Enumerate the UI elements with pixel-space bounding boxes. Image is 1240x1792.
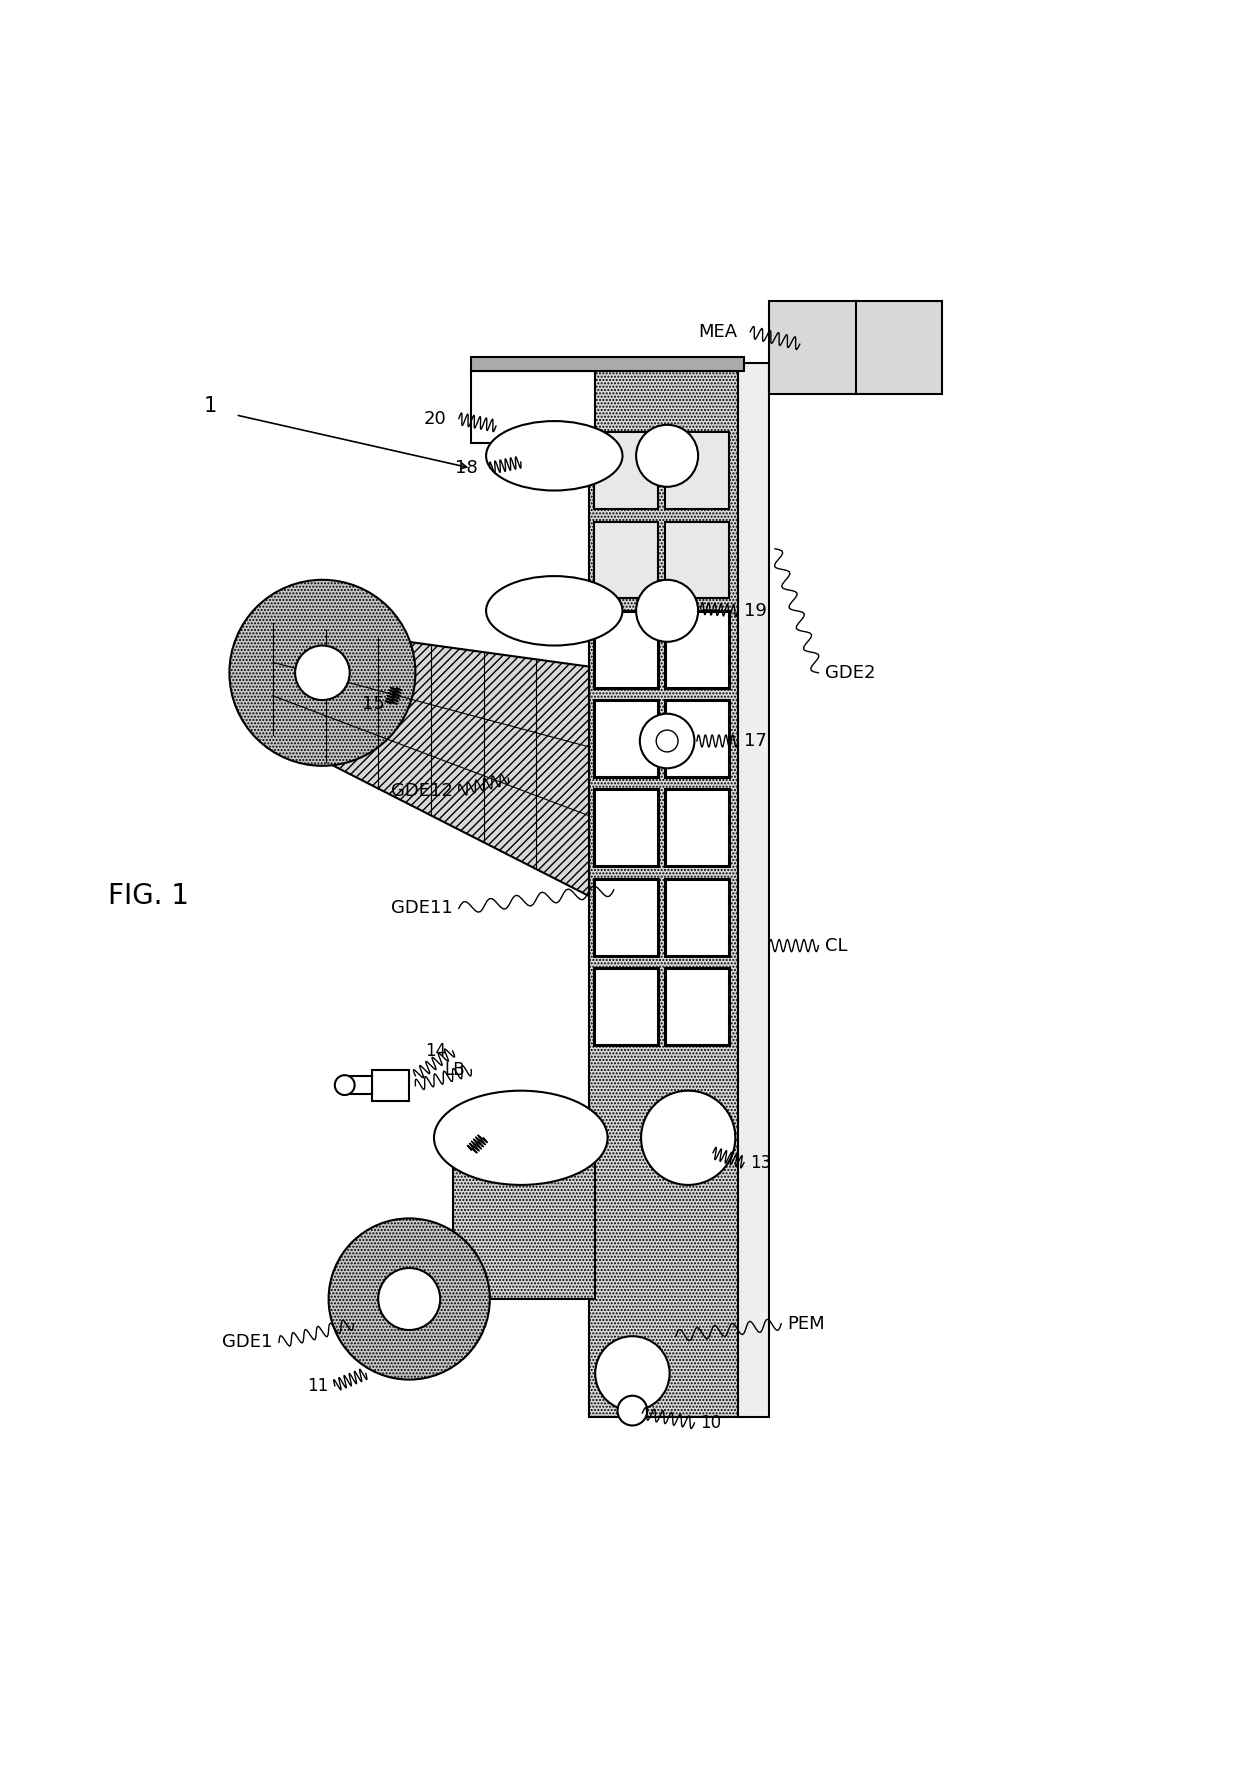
Text: 17: 17 [744, 731, 766, 751]
Polygon shape [273, 624, 589, 896]
Bar [738, 362, 769, 1417]
Text: 13: 13 [750, 1154, 771, 1172]
Bar [453, 1113, 595, 1299]
Text: 1: 1 [205, 396, 217, 416]
Text: GDE11: GDE11 [391, 900, 453, 918]
Circle shape [378, 1269, 440, 1330]
Bar [594, 968, 658, 1045]
Ellipse shape [636, 581, 698, 642]
Text: PEM: PEM [787, 1315, 825, 1333]
Text: 15: 15 [362, 695, 384, 713]
Text: LB: LB [444, 1061, 465, 1079]
Text: GDE1: GDE1 [222, 1333, 273, 1351]
Bar [665, 432, 729, 509]
Ellipse shape [434, 1091, 608, 1185]
Bar [665, 521, 729, 599]
Circle shape [229, 581, 415, 765]
Text: 18: 18 [455, 459, 477, 477]
Bar [594, 701, 658, 778]
Bar [471, 371, 595, 443]
Circle shape [618, 1396, 647, 1425]
Circle shape [335, 1075, 355, 1095]
Circle shape [295, 645, 350, 701]
Bar [594, 611, 658, 688]
Bar [665, 878, 729, 955]
Text: 20: 20 [424, 410, 446, 428]
Ellipse shape [636, 425, 698, 487]
Bar [594, 521, 658, 599]
Ellipse shape [486, 421, 622, 491]
Text: 12: 12 [444, 1142, 465, 1159]
Circle shape [640, 713, 694, 769]
Text: MEA: MEA [698, 323, 738, 340]
Circle shape [329, 1219, 490, 1380]
Circle shape [595, 1337, 670, 1410]
Bar [594, 788, 658, 866]
Text: GDE12: GDE12 [391, 781, 453, 799]
Ellipse shape [486, 575, 622, 645]
Bar [350, 1075, 372, 1095]
Bar [665, 788, 729, 866]
Bar [594, 432, 658, 509]
Text: 19: 19 [744, 602, 766, 620]
Text: FIG. 1: FIG. 1 [108, 882, 190, 910]
Text: 10: 10 [701, 1414, 722, 1432]
Bar [665, 701, 729, 778]
Bar [589, 362, 738, 1417]
Text: 11: 11 [308, 1376, 329, 1394]
Text: CL: CL [825, 937, 847, 955]
Bar [665, 611, 729, 688]
Bar [665, 968, 729, 1045]
Bar [594, 878, 658, 955]
Ellipse shape [641, 1091, 735, 1185]
Text: 14: 14 [425, 1041, 446, 1061]
Bar [372, 1070, 409, 1100]
Bar [769, 301, 942, 394]
Circle shape [656, 729, 678, 753]
Bar [471, 357, 744, 371]
Text: GDE2: GDE2 [825, 663, 875, 681]
